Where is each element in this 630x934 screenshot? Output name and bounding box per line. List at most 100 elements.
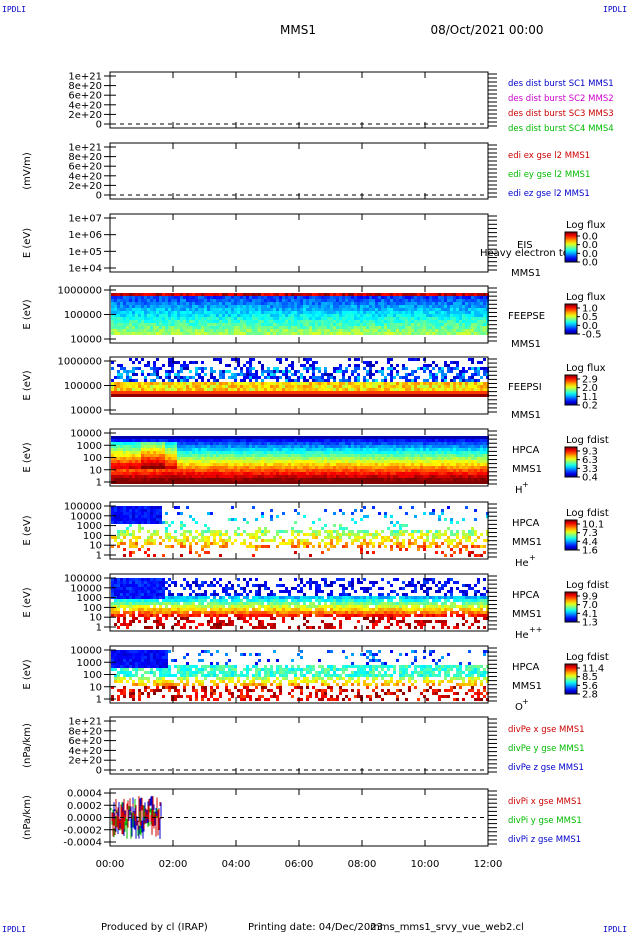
heatmap-cell [120, 317, 123, 320]
heatmap-cell [279, 332, 282, 335]
heatmap-cell [312, 373, 315, 376]
heatmap-cell [378, 326, 381, 329]
heatmap-cell [453, 367, 456, 370]
heatmap-cell [459, 293, 462, 296]
heatmap-cell [195, 373, 198, 376]
heatmap-cell [120, 439, 123, 442]
heatmap-cell [306, 451, 309, 454]
heatmap-cell [264, 475, 267, 478]
heatmap-cell [297, 388, 300, 391]
heatmap-cell [345, 439, 348, 442]
heatmap-cell [336, 320, 339, 323]
heatmap-cell [129, 305, 132, 308]
heatmap-cell [165, 302, 168, 305]
heatmap-cell [459, 305, 462, 308]
heatmap-cell [405, 382, 408, 385]
heatmap-cell [429, 469, 432, 472]
heatmap-cell [270, 436, 273, 439]
heatmap-cell [138, 439, 141, 442]
heatmap-cell [279, 460, 282, 463]
heatmap-cell [135, 385, 138, 388]
heatmap-cell [339, 475, 342, 478]
heatmap-cell [306, 448, 309, 451]
heatmap-cell [372, 311, 375, 314]
heatmap-cell [375, 481, 378, 484]
heatmap-cell [333, 466, 336, 469]
heatmap-cell [399, 332, 402, 335]
heatmap-cell [183, 302, 186, 305]
heatmap-cell [339, 445, 342, 448]
heatmap-cell [375, 317, 378, 320]
heatmap-cell [171, 370, 174, 373]
heatmap-cell [207, 436, 210, 439]
heatmap-cell [210, 466, 213, 469]
heatmap-cell [138, 475, 141, 478]
colorbar [564, 303, 578, 335]
heatmap-cell [288, 311, 291, 314]
heatmap-cell [159, 451, 162, 454]
heatmap-cell [162, 293, 165, 296]
heatmap-cell [168, 373, 171, 376]
heatmap-cell [186, 445, 189, 448]
heatmap-cell [228, 475, 231, 478]
heatmap-cell [333, 454, 336, 457]
heatmap-cell [345, 326, 348, 329]
heatmap-cell [153, 311, 156, 314]
heatmap-cell [318, 293, 321, 296]
heatmap-cell [342, 463, 345, 466]
heatmap-cell [480, 302, 483, 305]
heatmap-cell [294, 463, 297, 466]
heatmap-cell [168, 475, 171, 478]
heatmap-cell [228, 481, 231, 484]
heatmap-cell [315, 463, 318, 466]
heatmap-cell [372, 466, 375, 469]
heatmap-cell [129, 358, 132, 361]
y-tick-label: 2e+20 [68, 110, 102, 121]
heatmap-cell [216, 445, 219, 448]
heatmap-cell [282, 478, 285, 481]
heatmap-cell [189, 302, 192, 305]
heatmap-cell [177, 308, 180, 311]
heatmap-cell [162, 478, 165, 481]
heatmap-cell [219, 469, 222, 472]
heatmap-cell [360, 463, 363, 466]
heatmap-cell [468, 382, 471, 385]
heatmap-cell [174, 472, 177, 475]
heatmap-cell [288, 454, 291, 457]
heatmap-cell [249, 475, 252, 478]
heatmap-cell [201, 305, 204, 308]
heatmap-cell [336, 448, 339, 451]
heatmap-cell [231, 317, 234, 320]
heatmap-cell [354, 460, 357, 463]
heatmap-cell [369, 442, 372, 445]
heatmap-cell [138, 388, 141, 391]
heatmap-cell [432, 391, 435, 394]
heatmap-cell [312, 379, 315, 382]
heatmap-cell [114, 472, 117, 475]
heatmap-cell [267, 320, 270, 323]
heatmap-cell [252, 436, 255, 439]
heatmap-cell [216, 394, 219, 397]
heatmap-cell [177, 293, 180, 296]
heatmap-cell [300, 460, 303, 463]
heatmap-cell [228, 472, 231, 475]
heatmap-cell [240, 451, 243, 454]
heatmap-cell [126, 394, 129, 397]
heatmap-cell [321, 376, 324, 379]
heatmap-cell [342, 472, 345, 475]
heatmap-cell [426, 481, 429, 484]
heatmap-cell [174, 388, 177, 391]
heatmap-cell [459, 394, 462, 397]
heatmap-cell [237, 439, 240, 442]
heatmap-cell [111, 478, 114, 481]
heatmap-cell [447, 293, 450, 296]
heatmap-cell [291, 457, 294, 460]
heatmap-cell [447, 478, 450, 481]
heatmap-cell [285, 358, 288, 361]
heatmap-cell [399, 317, 402, 320]
heatmap-cell [117, 317, 120, 320]
heatmap-cell [288, 364, 291, 367]
heatmap-cell [123, 323, 126, 326]
heatmap-cell [354, 466, 357, 469]
heatmap-cell [171, 388, 174, 391]
